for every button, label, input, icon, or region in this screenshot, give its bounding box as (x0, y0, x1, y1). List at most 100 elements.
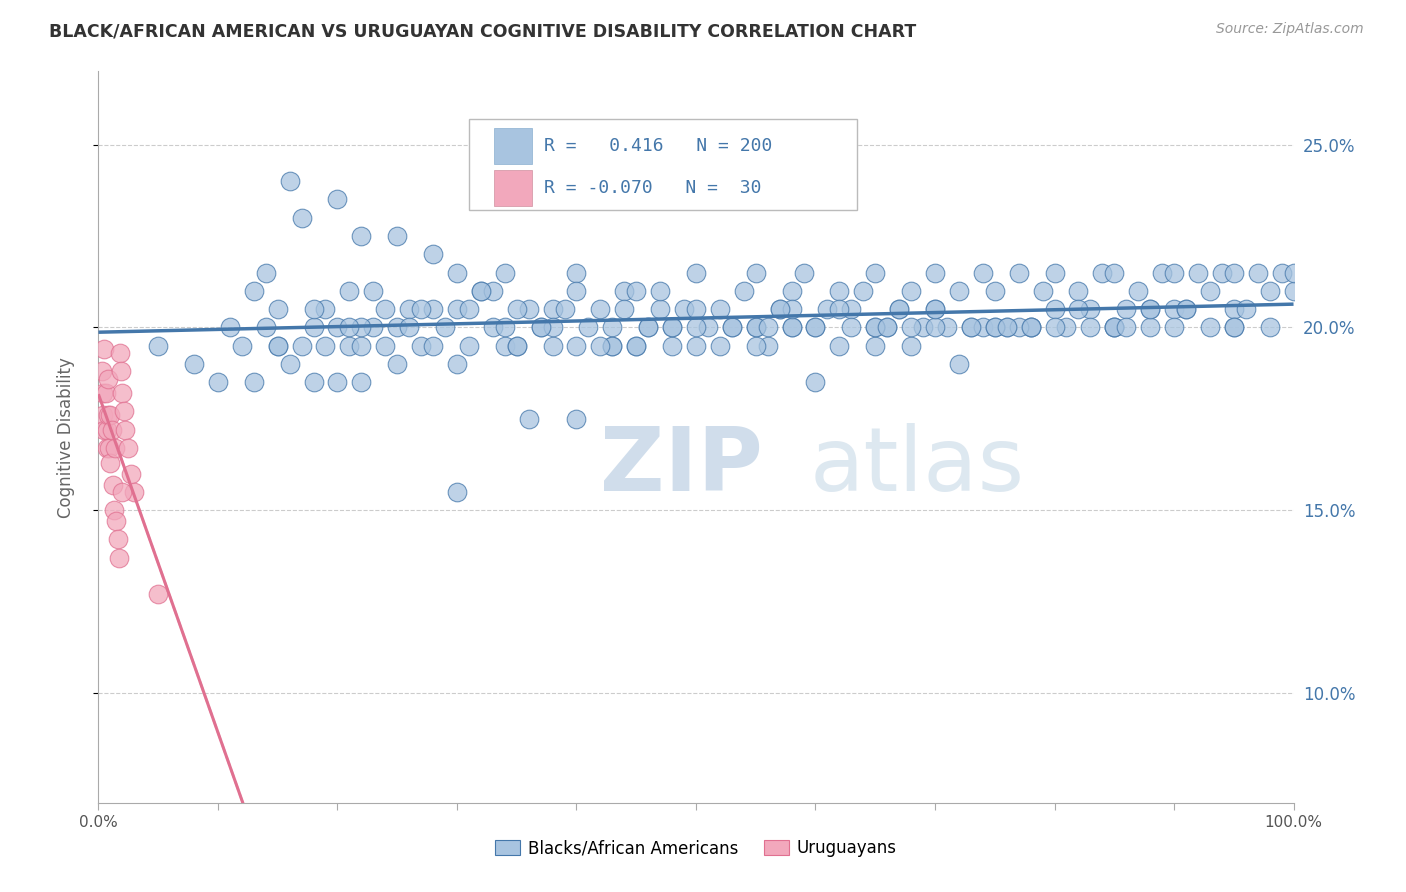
Point (107, 550, 129, 565)
Point (411, 338, 433, 352)
Point (434, 320, 457, 334)
Point (637, 320, 659, 334)
Point (841, 320, 863, 334)
Point (793, 266, 815, 280)
Point (291, 338, 314, 352)
Point (648, 301, 672, 317)
Point (506, 301, 529, 317)
Point (494, 266, 516, 280)
Point (1115, 301, 1137, 317)
Point (780, 320, 803, 334)
Point (804, 320, 827, 334)
Point (911, 320, 934, 334)
Point (541, 338, 564, 352)
Point (626, 284, 648, 298)
Point (446, 266, 468, 280)
Point (541, 301, 564, 317)
Point (374, 338, 396, 352)
Point (889, 301, 911, 317)
Point (995, 320, 1018, 334)
Point (267, 301, 290, 317)
Point (721, 320, 744, 334)
Point (828, 338, 851, 352)
Point (804, 376, 827, 390)
Point (972, 266, 994, 280)
Point (530, 320, 553, 334)
Point (148, 587, 170, 601)
Point (96, 423, 118, 437)
Point (1043, 266, 1066, 280)
Point (685, 266, 707, 280)
Point (183, 357, 205, 371)
Point (804, 320, 827, 334)
Point (350, 338, 373, 352)
FancyBboxPatch shape (494, 170, 533, 206)
Point (852, 284, 875, 298)
Point (374, 301, 396, 317)
Point (661, 320, 683, 334)
Point (385, 357, 409, 371)
Point (1080, 301, 1102, 317)
Point (626, 338, 648, 352)
Point (326, 376, 349, 390)
Point (1175, 301, 1198, 317)
Point (470, 284, 492, 298)
Point (565, 338, 588, 352)
Point (1080, 320, 1102, 334)
Point (96, 441, 118, 455)
Text: ZIP: ZIP (600, 423, 763, 510)
Point (100, 423, 122, 437)
Point (326, 193, 349, 207)
Point (517, 301, 540, 317)
Point (1067, 301, 1090, 317)
Point (91, 408, 114, 422)
Point (745, 338, 768, 352)
Point (972, 320, 994, 334)
Point (446, 301, 468, 317)
Point (94, 386, 117, 401)
Point (148, 338, 170, 352)
Text: BLACK/AFRICAN AMERICAN VS URUGUAYAN COGNITIVE DISABILITY CORRELATION CHART: BLACK/AFRICAN AMERICAN VS URUGUAYAN COGN… (49, 22, 917, 40)
Point (254, 320, 277, 334)
Point (589, 301, 612, 317)
Point (984, 320, 1007, 334)
Point (613, 284, 636, 298)
Point (278, 357, 301, 371)
Point (101, 477, 124, 491)
Point (1187, 266, 1209, 280)
Point (1282, 284, 1305, 298)
Point (924, 301, 946, 317)
FancyBboxPatch shape (470, 119, 858, 211)
Point (103, 503, 125, 517)
Point (1019, 320, 1042, 334)
Point (446, 485, 468, 500)
Point (565, 266, 588, 280)
Point (661, 338, 683, 352)
Point (828, 284, 851, 298)
Point (98, 441, 121, 455)
Point (924, 320, 946, 334)
Point (578, 320, 600, 334)
Point (1043, 301, 1066, 317)
Point (936, 320, 959, 334)
Point (422, 338, 444, 352)
Text: Source: ZipAtlas.com: Source: ZipAtlas.com (1216, 22, 1364, 37)
Point (900, 284, 922, 298)
Point (984, 284, 1007, 298)
Point (481, 284, 505, 298)
Point (506, 338, 529, 352)
Point (745, 320, 768, 334)
Point (960, 320, 983, 334)
Point (685, 301, 707, 317)
Point (924, 301, 946, 317)
Point (98, 408, 122, 422)
Point (1258, 320, 1281, 334)
Point (1234, 301, 1257, 317)
Point (398, 301, 420, 317)
Point (1163, 301, 1185, 317)
Point (984, 320, 1007, 334)
Point (302, 301, 325, 317)
Point (1163, 266, 1185, 280)
Point (1019, 320, 1042, 334)
Point (1163, 320, 1185, 334)
